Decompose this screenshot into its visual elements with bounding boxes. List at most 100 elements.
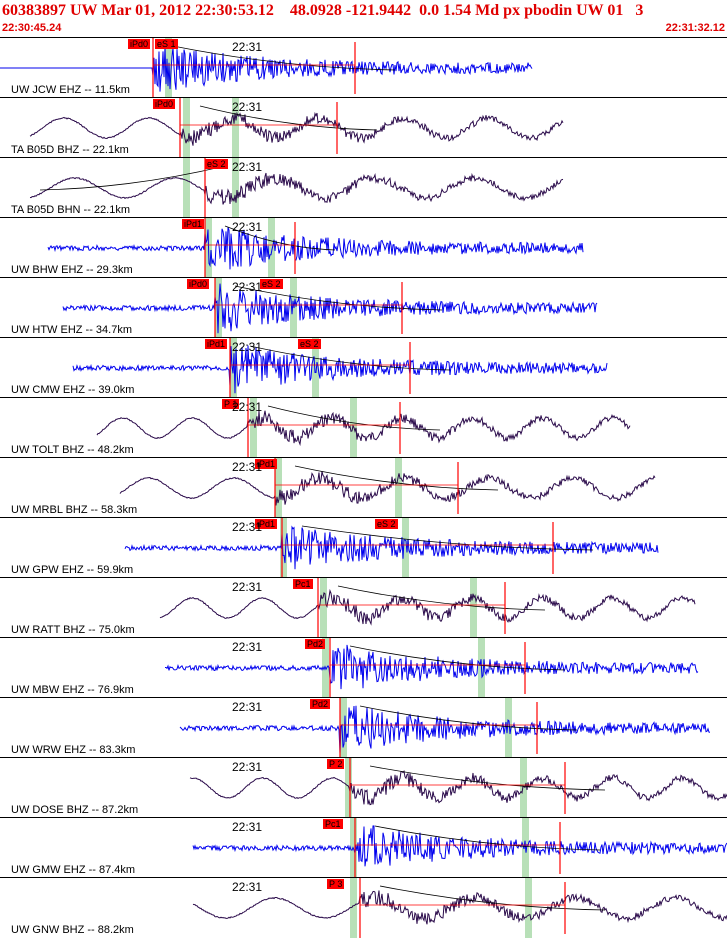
waveform-plot	[72, 338, 608, 398]
phase-pick-label[interactable]: eS 2	[298, 339, 321, 349]
coda-curve	[39, 165, 226, 191]
station-label: UW GNW BHZ -- 88.2km	[10, 924, 135, 936]
waveform-plot	[189, 758, 727, 818]
panel-time-label: 22:31	[232, 580, 263, 594]
phase-pick-label[interactable]: iPd1	[205, 339, 228, 349]
trace-panel[interactable]: P 3 22:31 UW GNW BHZ -- 88.2km	[0, 877, 727, 938]
pick-window-band	[280, 518, 287, 578]
station-label: UW GMW EHZ -- 87.4km	[10, 864, 137, 876]
panel-time-label: 22:31	[232, 220, 263, 234]
phase-pick-label[interactable]: iPd0	[128, 39, 151, 49]
station-label: UW MBW EHZ -- 76.9km	[10, 684, 135, 696]
event-title: 60383897 UW Mar 01, 2012 22:30:53.12 48.…	[2, 2, 644, 19]
phase-pick-label[interactable]: eS 2	[205, 159, 228, 169]
station-label: TA B05D BHZ -- 22.1km	[10, 144, 130, 156]
pick-window-band	[402, 518, 409, 578]
phase-pick-label[interactable]: iPd0	[153, 99, 176, 109]
pick-window-band	[520, 758, 527, 818]
phase-pick-label[interactable]: Pc1	[323, 819, 343, 829]
coda-curve	[349, 645, 566, 671]
trace-panel[interactable]: iPd1 eS 2 22:31 UW GPW EHZ -- 59.9km	[0, 517, 727, 578]
station-label: UW JCW EHZ -- 11.5km	[10, 84, 131, 96]
start-time: 22:30:45.24	[2, 22, 62, 34]
trace-panel[interactable]: iPd0 eS 2 22:31 UW HTW EHZ -- 34.7km	[0, 277, 727, 338]
seismic-trace	[72, 345, 608, 394]
coda-curve	[369, 765, 606, 791]
pick-window-band	[232, 98, 239, 158]
seismogram-panels[interactable]: iPd0 eS 1 22:31 UW JCW EHZ -- 11.5km iPd0 22:…	[0, 37, 727, 938]
phase-pick-label[interactable]: iPd0	[187, 279, 210, 289]
phase-pick-label[interactable]: iPd1	[255, 519, 278, 529]
seismic-trace	[124, 525, 659, 570]
coda-curve	[294, 465, 499, 491]
waveform-plot	[124, 518, 659, 578]
seismic-trace	[159, 588, 696, 626]
phase-pick-label[interactable]: Pd2	[310, 699, 331, 709]
trace-panel[interactable]: iPd1 eS 2 22:31 UW CMW EHZ -- 39.0km	[0, 337, 727, 398]
trace-panel[interactable]: iPd1 22:31 UW MRBL BHZ -- 58.3km	[0, 457, 727, 518]
pick-window-band	[232, 158, 239, 218]
panel-time-label: 22:31	[232, 340, 263, 354]
coda-curve	[199, 105, 378, 131]
coda-curve	[234, 285, 443, 311]
pick-window-band	[350, 398, 357, 458]
pick-window-band	[183, 158, 190, 218]
phase-pick-label[interactable]: P 3	[327, 879, 345, 889]
panel-time-label: 22:31	[232, 460, 263, 474]
panel-time-label: 22:31	[232, 760, 263, 774]
coda-curve	[267, 405, 441, 431]
station-label: UW WRW EHZ -- 83.3km	[10, 744, 137, 756]
phase-pick-label[interactable]: eS 2	[260, 279, 283, 289]
phase-pick-label[interactable]: eS 1	[155, 39, 178, 49]
panel-time-label: 22:31	[232, 280, 263, 294]
trace-panel[interactable]: Pd2 22:31 UW MBW EHZ -- 76.9km	[0, 637, 727, 698]
phase-pick-label[interactable]: Pd2	[305, 639, 326, 649]
station-label: UW RATT BHZ -- 75.0km	[10, 624, 136, 636]
waveform-plot	[0, 38, 533, 98]
station-label: UW GPW EHZ -- 59.9km	[10, 564, 135, 576]
panel-time-label: 22:31	[232, 160, 263, 174]
trace-panel[interactable]: iPd0 eS 1 22:31 UW JCW EHZ -- 11.5km	[0, 37, 727, 98]
seismic-trace	[119, 471, 656, 506]
trace-panel[interactable]: iPd1 22:31 UW BHW EHZ -- 29.3km	[0, 217, 727, 278]
phase-pick-label[interactable]: Pc1	[293, 579, 313, 589]
waveform-plot	[165, 638, 699, 698]
phase-pick-label[interactable]: P 2	[327, 759, 345, 769]
waveform-plot	[192, 878, 727, 938]
seismic-trace	[192, 890, 727, 925]
coda-curve	[337, 585, 546, 611]
waveform-plot	[29, 98, 564, 158]
pick-window-band	[340, 698, 347, 758]
trace-panel[interactable]: eS 2 22:31 TA B05D BHN -- 22.1km	[0, 157, 727, 218]
panel-time-label: 22:31	[232, 400, 263, 414]
station-label: TA B05D BHN -- 22.1km	[10, 204, 131, 216]
waveform-plot	[159, 578, 696, 638]
phase-pick-label[interactable]: iPd1	[255, 459, 278, 469]
trace-panel[interactable]: Pc1 22:31 UW GMW EHZ -- 87.4km	[0, 817, 727, 878]
panel-time-label: 22:31	[232, 640, 263, 654]
header: 60383897 UW Mar 01, 2012 22:30:53.12 48.…	[0, 0, 727, 36]
panel-time-label: 22:31	[232, 880, 263, 894]
coda-curve	[374, 825, 601, 851]
coda-curve	[224, 225, 336, 251]
trace-panel[interactable]: Pd2 22:31 UW WRW EHZ -- 83.3km	[0, 697, 727, 758]
trace-panel[interactable]: P 2 22:31 UW DOSE BHZ -- 87.2km	[0, 757, 727, 818]
seismic-trace	[47, 227, 584, 270]
trace-panel[interactable]: iPd0 22:31 TA B05D BHZ -- 22.1km	[0, 97, 727, 158]
seismic-trace	[96, 410, 631, 447]
panel-time-label: 22:31	[232, 700, 263, 714]
trace-panel[interactable]: Pc1 22:31 UW RATT BHZ -- 75.0km	[0, 577, 727, 638]
pick-window-band	[250, 398, 257, 458]
pick-window-band	[268, 218, 275, 278]
pick-window-band	[183, 98, 190, 158]
phase-pick-label[interactable]: P 1	[222, 399, 240, 409]
phase-pick-label[interactable]: iPd1	[182, 219, 205, 229]
coda-curve	[379, 885, 606, 911]
coda-curve	[359, 705, 578, 731]
waveform-plot	[179, 698, 711, 758]
phase-pick-label[interactable]: eS 2	[375, 519, 398, 529]
station-label: UW DOSE BHZ -- 87.2km	[10, 804, 140, 816]
coda-curve	[249, 345, 451, 371]
pick-window-band	[312, 338, 319, 398]
trace-panel[interactable]: P 1 22:31 UW TOLT BHZ -- 48.2km	[0, 397, 727, 458]
